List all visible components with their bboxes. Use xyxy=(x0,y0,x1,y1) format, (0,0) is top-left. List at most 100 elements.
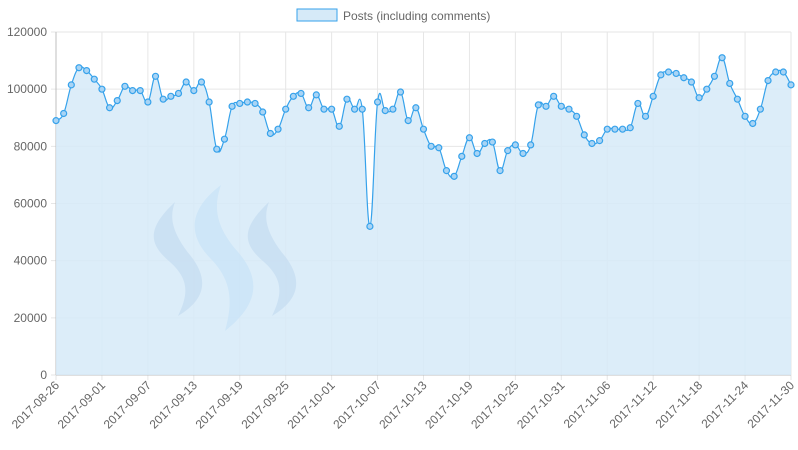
data-point[interactable] xyxy=(350,105,359,113)
data-point[interactable] xyxy=(580,131,588,139)
data-point[interactable] xyxy=(389,105,397,113)
data-point[interactable] xyxy=(396,88,405,96)
data-point[interactable] xyxy=(718,54,726,62)
data-point[interactable] xyxy=(312,91,320,99)
data-point[interactable] xyxy=(680,74,688,82)
data-point[interactable] xyxy=(687,78,696,86)
data-point[interactable] xyxy=(481,139,489,148)
data-point[interactable] xyxy=(289,92,297,100)
data-point[interactable] xyxy=(496,167,504,175)
data-point[interactable] xyxy=(488,138,497,146)
data-point[interactable] xyxy=(213,145,221,153)
data-point[interactable] xyxy=(603,125,611,133)
data-point[interactable] xyxy=(159,95,167,103)
data-point[interactable] xyxy=(779,68,787,76)
data-point[interactable] xyxy=(381,107,389,115)
data-point[interactable] xyxy=(749,119,757,128)
data-point[interactable] xyxy=(60,109,68,118)
data-point[interactable] xyxy=(67,81,75,89)
data-point[interactable] xyxy=(282,105,290,113)
data-point[interactable] xyxy=(228,102,236,110)
data-point[interactable] xyxy=(519,149,527,158)
data-point[interactable] xyxy=(534,101,542,109)
data-point[interactable] xyxy=(703,85,711,93)
data-point[interactable] xyxy=(442,167,451,175)
data-point[interactable] xyxy=(511,141,519,149)
data-point[interactable] xyxy=(595,137,604,145)
data-point[interactable] xyxy=(335,122,343,130)
x-tick-label: 2017-10-13 xyxy=(376,378,430,432)
data-point[interactable] xyxy=(190,86,198,95)
data-point[interactable] xyxy=(320,105,328,113)
data-point[interactable] xyxy=(52,117,60,125)
data-point[interactable] xyxy=(144,98,152,106)
data-point[interactable] xyxy=(167,92,175,100)
data-point[interactable] xyxy=(274,125,282,133)
data-point[interactable] xyxy=(458,152,466,160)
data-point[interactable] xyxy=(266,129,274,138)
data-point[interactable] xyxy=(113,96,121,105)
data-point[interactable] xyxy=(427,142,435,150)
data-point[interactable] xyxy=(243,98,252,106)
data-point[interactable] xyxy=(412,104,420,112)
data-point[interactable] xyxy=(465,134,474,142)
data-point[interactable] xyxy=(641,112,650,120)
data-point[interactable] xyxy=(565,105,573,113)
data-point[interactable] xyxy=(182,78,190,86)
data-point[interactable] xyxy=(733,95,742,103)
data-point[interactable] xyxy=(557,102,565,110)
data-point[interactable] xyxy=(726,79,734,88)
data-point[interactable] xyxy=(672,69,680,78)
data-point[interactable] xyxy=(305,104,313,112)
data-point[interactable] xyxy=(373,98,382,106)
data-point[interactable] xyxy=(136,86,144,95)
data-point[interactable] xyxy=(649,92,657,100)
data-point[interactable] xyxy=(328,105,336,113)
data-point[interactable] xyxy=(128,86,137,95)
data-point[interactable] xyxy=(626,124,634,132)
data-point[interactable] xyxy=(98,85,106,93)
data-point[interactable] xyxy=(105,104,114,112)
data-point[interactable] xyxy=(236,99,244,108)
data-point[interactable] xyxy=(174,89,183,98)
data-point[interactable] xyxy=(634,99,642,108)
data-point[interactable] xyxy=(573,112,581,120)
data-point[interactable] xyxy=(710,72,719,80)
data-point[interactable] xyxy=(787,81,795,89)
data-point[interactable] xyxy=(772,68,780,76)
legend[interactable]: Posts (including comments) xyxy=(296,8,490,23)
data-point[interactable] xyxy=(435,144,443,152)
data-point[interactable] xyxy=(527,141,535,149)
data-point[interactable] xyxy=(220,135,229,143)
data-point[interactable] xyxy=(75,64,83,72)
data-point[interactable] xyxy=(504,147,512,155)
data-point[interactable] xyxy=(358,105,366,113)
data-point[interactable] xyxy=(695,94,703,102)
data-point[interactable] xyxy=(419,125,428,133)
data-point[interactable] xyxy=(197,78,206,86)
data-point[interactable] xyxy=(366,222,374,230)
data-point[interactable] xyxy=(542,102,550,110)
data-point[interactable] xyxy=(764,76,772,85)
data-point[interactable] xyxy=(657,71,665,79)
data-point[interactable] xyxy=(343,95,351,103)
data-point[interactable] xyxy=(618,125,627,133)
data-point[interactable] xyxy=(450,172,458,180)
data-point[interactable] xyxy=(664,68,673,76)
data-point[interactable] xyxy=(205,98,213,106)
data-point[interactable] xyxy=(151,72,160,80)
data-point[interactable] xyxy=(297,89,305,98)
data-point[interactable] xyxy=(550,92,558,100)
data-point[interactable] xyxy=(473,149,481,158)
data-point[interactable] xyxy=(251,99,259,108)
data-point[interactable] xyxy=(121,82,129,90)
data-point[interactable] xyxy=(588,139,596,148)
data-point[interactable] xyxy=(83,66,91,75)
data-point[interactable] xyxy=(741,112,749,120)
data-point[interactable] xyxy=(90,75,98,83)
data-point[interactable] xyxy=(756,105,764,113)
data-point[interactable] xyxy=(404,117,412,125)
data-point[interactable] xyxy=(611,125,619,133)
data-point[interactable] xyxy=(259,108,267,116)
